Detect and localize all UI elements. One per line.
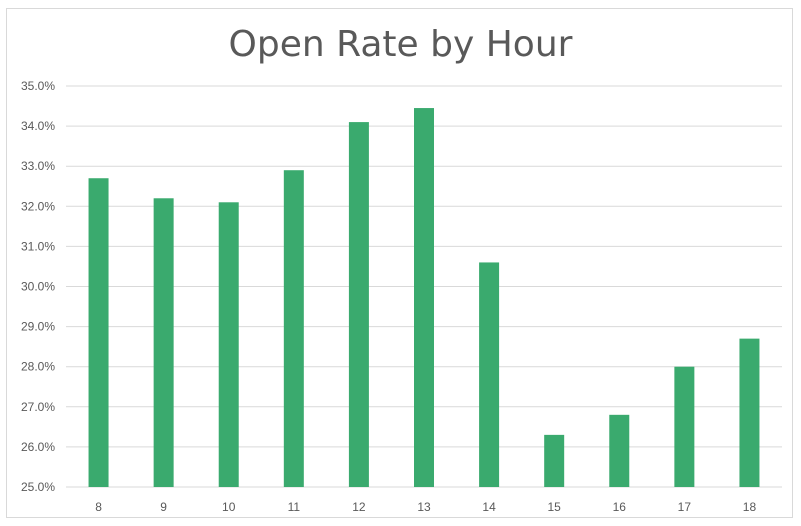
x-tick-label: 18 bbox=[743, 500, 757, 514]
x-tick-label: 8 bbox=[95, 500, 102, 514]
y-tick-label: 31.0% bbox=[21, 239, 55, 253]
x-tick-label: 12 bbox=[352, 500, 366, 514]
bar-18 bbox=[739, 338, 760, 487]
y-tick-label: 29.0% bbox=[21, 320, 55, 334]
bar-9 bbox=[153, 198, 174, 487]
x-tick-label: 16 bbox=[613, 500, 627, 514]
bar-10 bbox=[218, 202, 239, 488]
x-tick-label: 10 bbox=[222, 500, 236, 514]
x-tick-label: 9 bbox=[160, 500, 167, 514]
y-tick-label: 30.0% bbox=[21, 280, 55, 294]
x-tick-label: 13 bbox=[417, 500, 431, 514]
bars bbox=[88, 108, 760, 488]
x-tick-label: 11 bbox=[288, 500, 301, 514]
x-tick-label: 14 bbox=[482, 500, 496, 514]
y-tick-label: 27.0% bbox=[21, 400, 55, 414]
bar-15 bbox=[544, 434, 565, 487]
bar-11 bbox=[283, 170, 304, 487]
y-axis-ticks: 25.0% 26.0% 27.0% 28.0% 29.0% 30.0% 31.0% 32.0%… bbox=[21, 79, 55, 494]
x-axis-ticks: 8 9 10 11 12 13 14 15 16 17 18 bbox=[95, 500, 756, 514]
y-tick-label: 28.0% bbox=[21, 360, 55, 374]
bar-13 bbox=[414, 108, 434, 488]
bar-12 bbox=[348, 122, 369, 487]
x-tick-label: 15 bbox=[548, 500, 562, 514]
bar-16 bbox=[609, 414, 630, 487]
y-tick-label: 26.0% bbox=[21, 440, 55, 454]
y-tick-label: 33.0% bbox=[21, 159, 55, 173]
chart-title: Open Rate by Hour bbox=[228, 24, 573, 65]
bar-17 bbox=[674, 366, 695, 487]
y-tick-label: 35.0% bbox=[21, 79, 55, 93]
bar-14 bbox=[479, 262, 500, 487]
chart-frame bbox=[6, 8, 793, 518]
y-tick-label: 25.0% bbox=[21, 480, 55, 494]
x-tick-label: 17 bbox=[678, 500, 692, 514]
bar-8 bbox=[88, 178, 109, 488]
y-tick-label: 32.0% bbox=[21, 199, 55, 213]
y-tick-label: 34.0% bbox=[21, 119, 55, 133]
